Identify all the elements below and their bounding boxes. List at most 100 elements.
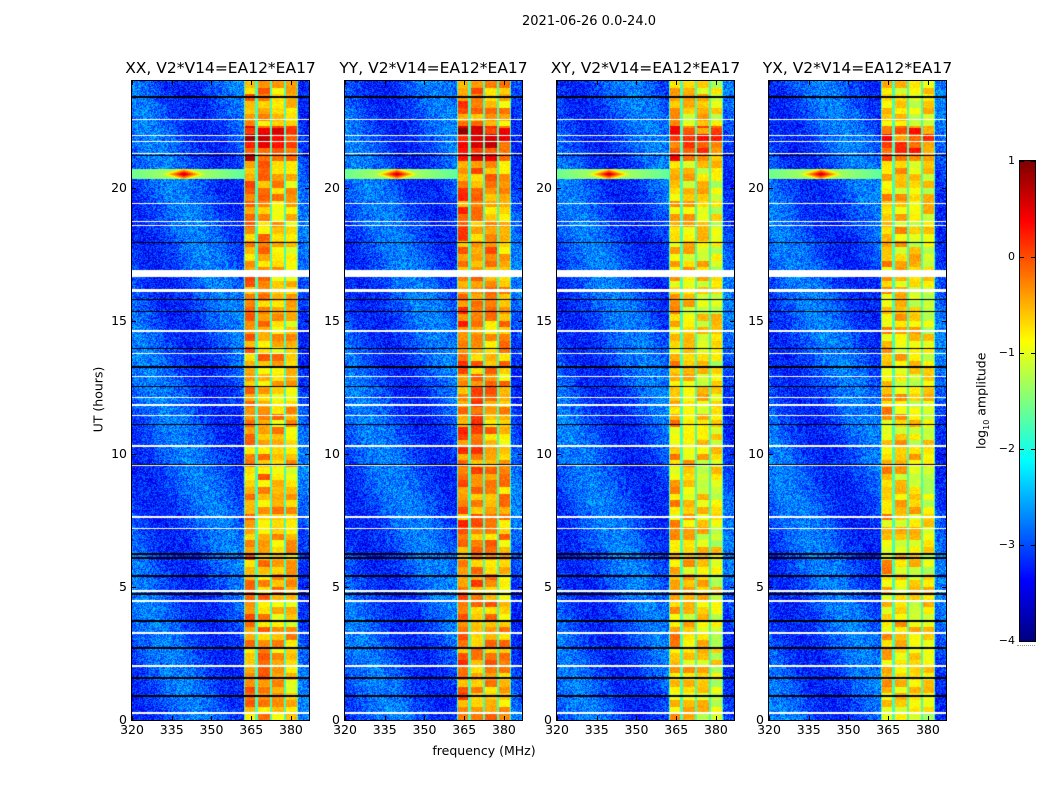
heatmap-image: [132, 81, 309, 720]
x-tick-label: 380: [492, 722, 516, 737]
y-tick-label: 20: [536, 179, 552, 195]
heatmap-panel-3: XY, V2*V14=EA12*EA17 320 335 350 365 380 0 5 10 1…: [536, 59, 740, 737]
y-tick-mark: [305, 720, 309, 721]
x-tick-mark: [424, 81, 426, 85]
colorbar-tick-mark: [1020, 545, 1035, 546]
colorbar: 1 0 −1 −2 −3 −4: [999, 154, 1036, 647]
x-tick-label: 335: [372, 722, 397, 737]
colorbar-tick-label: −3: [998, 538, 1015, 551]
x-tick-mark: [927, 81, 929, 85]
y-tick-mark: [557, 720, 561, 721]
x-tick-mark: [171, 716, 173, 720]
x-tick-mark: [290, 716, 292, 720]
x-tick-mark: [715, 716, 717, 720]
y-tick-mark: [345, 187, 349, 189]
panel-title: YY, V2*V14=EA12*EA17: [339, 59, 528, 77]
y-tick-label: 15: [748, 312, 764, 328]
x-tick-mark: [808, 716, 810, 720]
x-tick-mark: [888, 81, 890, 85]
colorbar-tick-label: 1: [1008, 154, 1015, 167]
x-tick-mark: [211, 81, 213, 85]
y-tick-label: 15: [111, 312, 127, 328]
x-tick-label: 320: [120, 722, 144, 737]
x-tick-label: 365: [452, 722, 477, 737]
y-tick-mark: [345, 720, 349, 721]
x-tick-mark: [464, 716, 466, 720]
x-tick-label: 320: [545, 722, 569, 737]
x-tick-mark: [888, 716, 890, 720]
x-tick-mark: [596, 81, 598, 85]
heatmap-image: [345, 81, 522, 720]
x-tick-mark: [769, 81, 770, 85]
y-tick-mark: [942, 320, 946, 322]
y-tick-label: 5: [756, 578, 764, 594]
x-tick-label: 350: [624, 722, 649, 737]
y-tick-mark: [132, 720, 136, 721]
y-tick-mark: [518, 187, 522, 189]
x-tick-label: 365: [239, 722, 264, 737]
y-tick-mark: [345, 453, 349, 455]
heatmap-image: [769, 81, 946, 720]
colorbar-label-log: log: [973, 429, 989, 449]
colorbar-tick-mark: [1020, 257, 1035, 258]
y-tick-label: 20: [111, 179, 127, 195]
y-tick-mark: [769, 720, 773, 721]
x-tick-mark: [424, 716, 426, 720]
x-tick-mark: [132, 716, 133, 720]
x-tick-mark: [715, 81, 717, 85]
x-tick-mark: [676, 716, 678, 720]
y-tick-mark: [132, 320, 136, 322]
x-tick-label: 335: [159, 722, 184, 737]
x-tick-mark: [676, 81, 678, 85]
panel-title: XY, V2*V14=EA12*EA17: [550, 59, 741, 77]
y-tick-mark: [345, 586, 349, 588]
y-tick-mark: [518, 586, 522, 588]
y-tick-label: 0: [332, 712, 340, 727]
y-tick-mark: [942, 187, 946, 189]
x-tick-label: 365: [664, 722, 689, 737]
y-tick-label: 5: [544, 578, 552, 594]
heatmap-panel-4: YX, V2*V14=EA12*EA17 320 335 350 365 380 0 5 10 1…: [748, 59, 952, 737]
x-tick-mark: [848, 81, 850, 85]
x-tick-mark: [384, 716, 386, 720]
heatmap-panel-1: XX, V2*V14=EA12*EA17 320 335 350 365 380 0 5 10 1…: [111, 59, 316, 737]
y-tick-mark: [305, 586, 309, 588]
y-tick-label: 10: [748, 445, 764, 461]
x-tick-mark: [290, 81, 292, 85]
y-tick-mark: [730, 720, 734, 721]
x-tick-mark: [503, 716, 505, 720]
y-tick-mark: [730, 187, 734, 189]
colorbar-label-rest: amplitude: [973, 352, 989, 420]
x-tick-mark: [345, 716, 346, 720]
colorbar-tick-mark: [1020, 353, 1035, 354]
y-tick-label: 20: [324, 179, 340, 195]
x-tick-mark: [636, 81, 638, 85]
y-tick-mark: [557, 187, 561, 189]
y-tick-mark: [730, 320, 734, 322]
y-tick-label: 0: [544, 712, 552, 727]
x-tick-mark: [636, 716, 638, 720]
y-tick-label: 10: [536, 445, 552, 461]
y-tick-mark: [942, 720, 946, 721]
y-tick-mark: [132, 586, 136, 588]
x-tick-mark: [251, 81, 253, 85]
colorbar-tick-label: −4: [998, 634, 1015, 647]
x-tick-label: 380: [704, 722, 728, 737]
heatmap-image: [557, 81, 734, 720]
x-tick-label: 320: [333, 722, 357, 737]
x-tick-mark: [769, 716, 770, 720]
x-tick-label: 350: [836, 722, 861, 737]
x-tick-mark: [211, 716, 213, 720]
colorbar-label: log10 amplitude: [973, 331, 991, 471]
panel-title: XX, V2*V14=EA12*EA17: [125, 59, 316, 77]
y-tick-mark: [557, 453, 561, 455]
y-tick-mark: [132, 187, 136, 189]
x-tick-label: 335: [584, 722, 609, 737]
x-tick-mark: [464, 81, 466, 85]
y-tick-mark: [345, 320, 349, 322]
colorbar-tick-label: 0: [1008, 250, 1015, 263]
y-tick-label: 15: [324, 312, 340, 328]
y-tick-label: 0: [119, 712, 127, 727]
heatmap-panel-2: YY, V2*V14=EA12*EA17 320 335 350 365 380 0 5 10 1…: [324, 59, 528, 737]
y-tick-label: 0: [756, 712, 764, 727]
